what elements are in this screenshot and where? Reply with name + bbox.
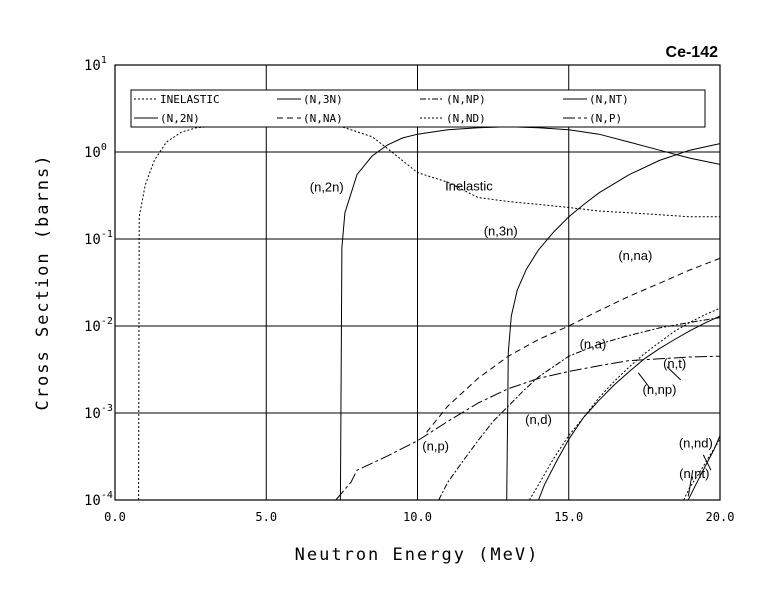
- series-line: [687, 435, 721, 501]
- annotation-label: (n,a): [580, 337, 607, 352]
- x-tick-label: 15.0: [554, 510, 583, 524]
- series-line: [506, 143, 721, 501]
- series-line: [528, 307, 721, 501]
- legend-label: (N,NP): [446, 93, 486, 106]
- annotation-label: (n,na): [618, 248, 652, 263]
- annotation-label: (n,3n): [484, 223, 518, 238]
- legend-label: (N,NA): [303, 112, 343, 125]
- annotation-label: (n,nd): [679, 436, 713, 451]
- annotation-label: (n,nt): [679, 466, 709, 481]
- y-tick-label: 10-1: [84, 229, 113, 248]
- y-tick-label: 10-4: [84, 490, 113, 509]
- legend-label: (N,3N): [303, 93, 343, 106]
- chart-title: Ce-142: [666, 44, 719, 61]
- x-tick-label: 0.0: [104, 510, 126, 524]
- annotation-label: (n,t): [663, 356, 686, 371]
- series-line: [138, 125, 720, 501]
- plot-frame: [114, 64, 721, 501]
- annotation-leader: [666, 366, 682, 381]
- x-tick-label: 5.0: [255, 510, 277, 524]
- series-group: [138, 125, 721, 501]
- annotation-label: (n,d): [525, 412, 552, 427]
- y-tick-label: 101: [84, 55, 107, 74]
- y-tick-label: 10-2: [84, 316, 113, 335]
- annotation-leader: [687, 470, 694, 497]
- series-line: [339, 126, 721, 501]
- annotation-label: (n,p): [422, 439, 449, 454]
- series-line: [538, 315, 721, 501]
- tick-labels: 0.0 5.0 10.0 15.0 20.0 101 100 10-1 10-2 10-3 10-4: [84, 55, 734, 524]
- annotations-group: (n,2n) Inelastic (n,3n) (n,na) (n,a) (n,t) (n,…: [310, 179, 713, 497]
- legend-label: INELASTIC: [160, 93, 220, 106]
- legend-label: (N,NT): [589, 93, 629, 106]
- grid: [115, 65, 720, 500]
- legend: INELASTIC (N,3N) (N,NP) (N,NT) (N,2N) (N,NA) (…: [130, 89, 706, 128]
- legend-label: (N,P): [589, 112, 622, 125]
- annotation-label: (n,2n): [310, 180, 344, 195]
- x-tick-label: 20.0: [706, 510, 735, 524]
- series-line: [426, 257, 721, 433]
- series-line: [335, 355, 721, 501]
- series-line: [438, 317, 721, 501]
- y-tick-label: 10-3: [84, 403, 113, 422]
- y-tick-label: 100: [84, 142, 107, 161]
- y-axis-label: Cross Section (barns): [33, 154, 53, 411]
- legend-box: [130, 89, 706, 128]
- legend-label: (N,ND): [446, 112, 486, 125]
- series-line: [683, 438, 721, 501]
- x-tick-label: 10.0: [403, 510, 432, 524]
- x-axis-label: Neutron Energy (MeV): [295, 545, 540, 565]
- annotation-leader: [637, 372, 651, 390]
- legend-label: (N,2N): [160, 112, 200, 125]
- annotation-leader: [702, 454, 712, 471]
- annotation-label: Inelastic: [445, 179, 493, 194]
- annotation-label: (n,np): [643, 382, 677, 397]
